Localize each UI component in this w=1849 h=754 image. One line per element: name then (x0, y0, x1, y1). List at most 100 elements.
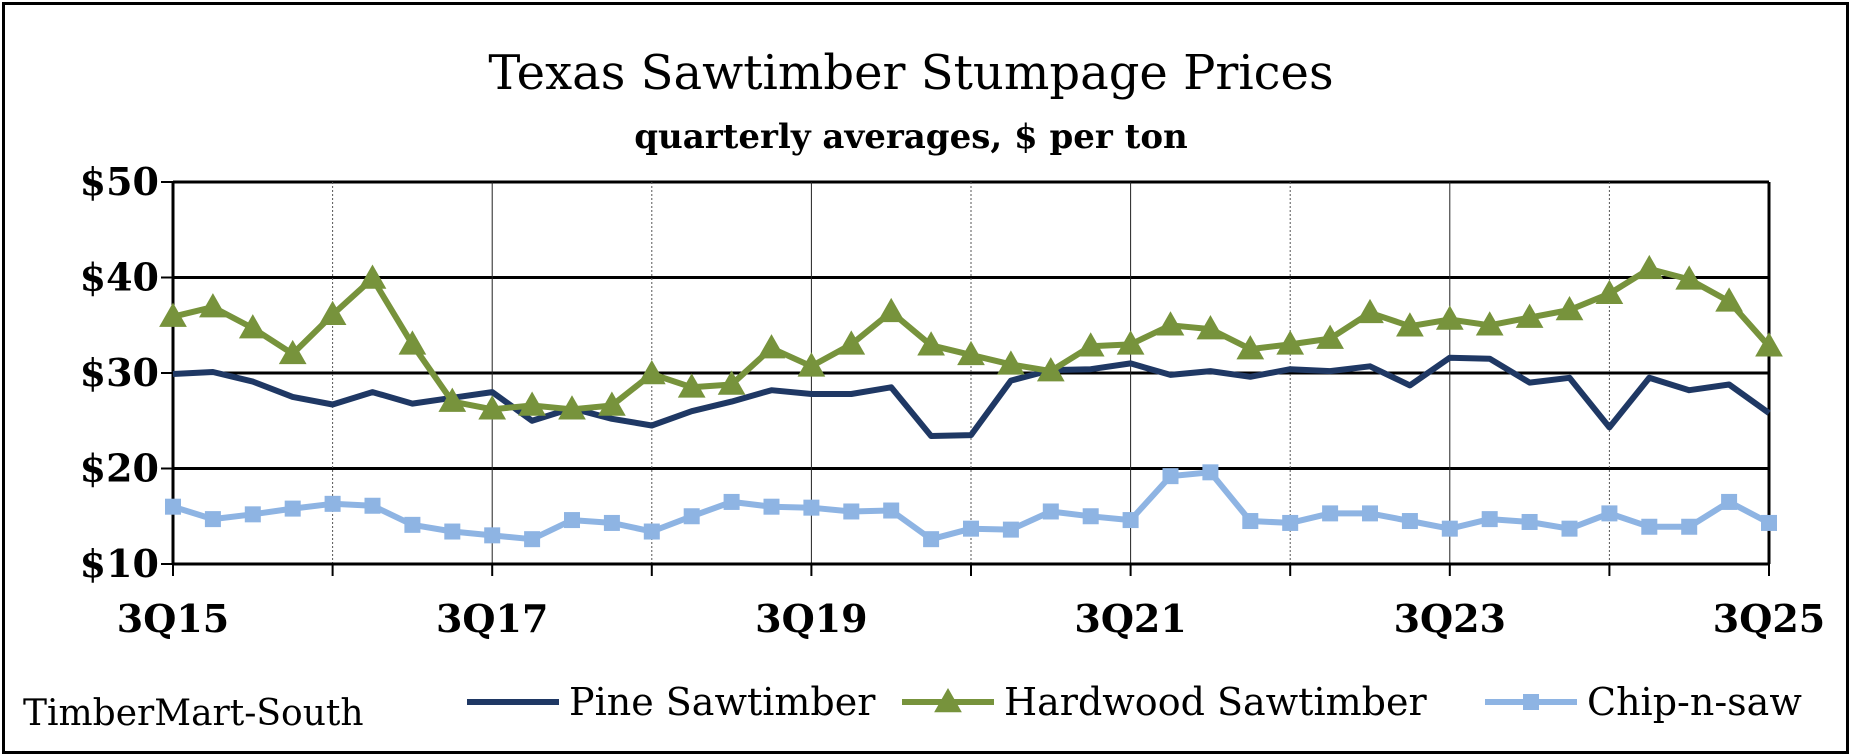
data-point (1276, 330, 1305, 355)
data-point (558, 395, 586, 420)
chart-subtitle: quarterly averages, $ per ton (634, 117, 1188, 157)
data-point (637, 359, 666, 385)
y-tick-label: $30 (80, 350, 159, 395)
data-point (837, 330, 866, 355)
data-point (1316, 324, 1344, 349)
data-point (1242, 513, 1259, 530)
data-point (478, 395, 507, 420)
legend-marker (934, 687, 962, 713)
data-point (1761, 514, 1777, 531)
data-point (643, 523, 660, 540)
data-point (484, 527, 501, 544)
legend-label: Chip-n-saw (1587, 680, 1802, 724)
data-point (444, 523, 461, 540)
data-point (238, 314, 267, 339)
x-tick-label: 3Q21 (1074, 596, 1186, 641)
data-point (438, 387, 467, 412)
chart-title: Texas Sawtimber Stumpage Prices (488, 45, 1333, 101)
data-point (398, 330, 427, 355)
series-2 (165, 464, 1777, 548)
data-point (1202, 464, 1219, 481)
data-point (1356, 298, 1384, 324)
data-point (917, 331, 945, 356)
x-tick-label: 3Q17 (436, 596, 548, 641)
data-point (997, 350, 1025, 375)
data-point (159, 302, 187, 327)
data-point (717, 370, 746, 395)
data-point (1002, 521, 1019, 538)
data-point (1322, 505, 1339, 522)
data-point (564, 512, 580, 529)
data-point (518, 391, 546, 416)
legend-marker (1523, 694, 1539, 710)
y-axis-tick-labels: $10 $20 $30 $40 $50 (80, 159, 159, 586)
data-point (757, 334, 786, 359)
data-point (1282, 514, 1299, 531)
series-0 (172, 354, 1771, 439)
legend-item: Chip-n-saw (1485, 680, 1802, 724)
data-point (598, 391, 626, 416)
series-1 (159, 254, 1783, 420)
data-point (803, 499, 820, 516)
data-point (1441, 520, 1458, 537)
data-point (244, 506, 261, 523)
data-point (1635, 254, 1664, 280)
y-tick-label: $20 (80, 446, 159, 491)
data-point (1755, 332, 1783, 357)
line-chart: Texas Sawtimber Stumpage Prices quarterl… (23, 45, 1825, 734)
data-point (524, 531, 541, 548)
source-label: TimberMart-South (23, 693, 364, 734)
data-point (1521, 513, 1538, 530)
data-point (963, 520, 979, 537)
data-point (1362, 505, 1378, 522)
data-point (1076, 332, 1105, 357)
legend-label: Hardwood Sawtimber (1004, 680, 1427, 724)
data-point (957, 340, 985, 366)
legend-label: Pine Sawtimber (569, 680, 876, 724)
y-tick-label: $50 (80, 159, 159, 204)
data-point (603, 514, 620, 531)
data-point (1715, 287, 1743, 312)
x-axis-tick-labels: 3Q15 3Q17 3Q19 3Q21 3Q23 3Q25 (117, 596, 1825, 641)
data-point (165, 498, 181, 515)
data-point (1116, 330, 1145, 355)
data-point (1595, 279, 1624, 304)
data-point (199, 293, 227, 318)
data-point (1036, 357, 1065, 382)
data-point (204, 511, 221, 528)
data-point (677, 373, 706, 398)
data-point (1156, 311, 1185, 336)
data-point (723, 493, 740, 510)
data-point (1641, 518, 1658, 535)
data-point (1481, 511, 1498, 528)
data-point (1561, 520, 1578, 537)
data-point (1122, 512, 1139, 529)
data-point (1401, 513, 1418, 530)
data-point (1555, 295, 1584, 321)
data-point (877, 297, 906, 323)
data-point (324, 495, 341, 512)
data-point (1042, 503, 1059, 520)
data-point (1475, 311, 1504, 336)
data-point (358, 264, 387, 289)
legend-item: Pine Sawtimber (467, 680, 876, 724)
series-line (172, 354, 1771, 439)
data-point (404, 516, 421, 533)
data-point (1196, 315, 1225, 340)
data-point (364, 497, 381, 514)
data-point (1082, 508, 1099, 525)
data-point (797, 352, 826, 377)
data-point (278, 339, 307, 365)
data-point (1681, 518, 1698, 535)
data-series (159, 254, 1783, 548)
gridlines (173, 180, 1769, 564)
data-point (1675, 265, 1704, 290)
data-point (843, 503, 860, 520)
data-point (1721, 493, 1738, 510)
data-point (1435, 305, 1464, 330)
legend: Pine Sawtimber Hardwood Sawtimber Chip-n-s… (467, 680, 1802, 724)
data-point (318, 300, 347, 325)
data-point (683, 508, 700, 525)
data-point (1601, 505, 1618, 522)
